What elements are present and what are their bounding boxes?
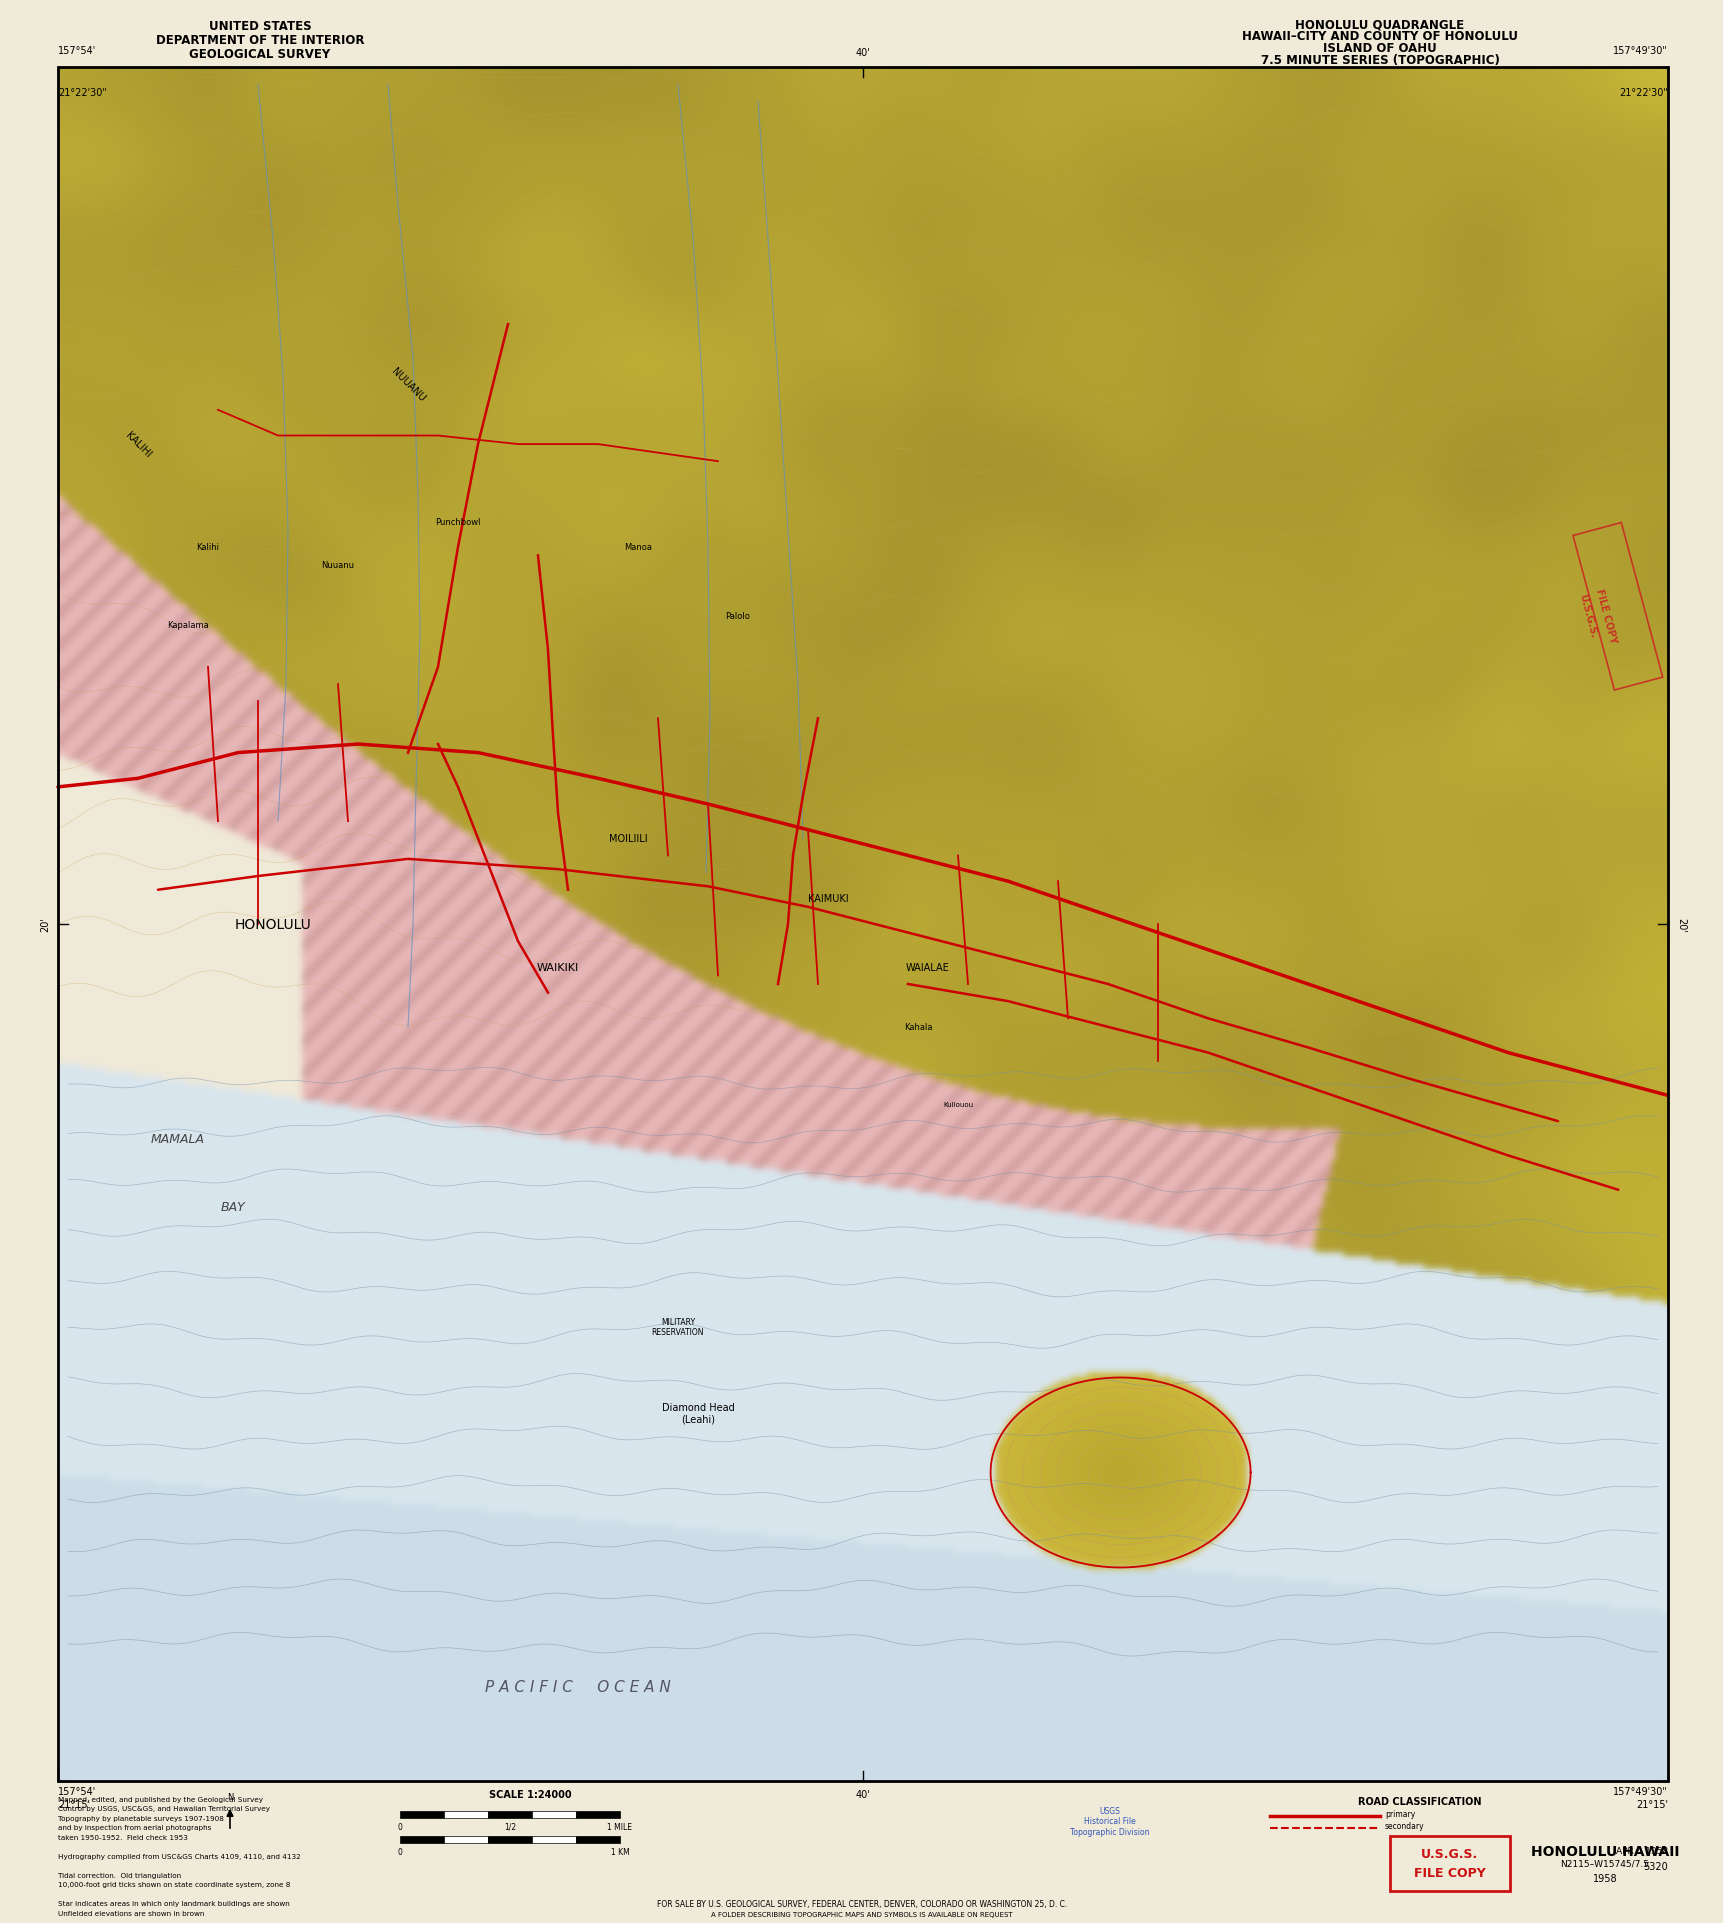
Bar [1571, 523, 1661, 690]
Text: HONOLULU HAWAII: HONOLULU HAWAII [1530, 1844, 1678, 1858]
Text: Hydrography compiled from USC&GS Charts 4109, 4110, and 4132: Hydrography compiled from USC&GS Charts … [59, 1854, 300, 1860]
Text: MILITARY
RESERVATION: MILITARY RESERVATION [651, 1317, 703, 1336]
Text: HONOLULU QUADRANGLE: HONOLULU QUADRANGLE [1294, 17, 1465, 31]
Text: U.S.G.S.: U.S.G.S. [1577, 592, 1597, 638]
Text: 10,000-foot grid ticks shown on state coordinate system, zone 8: 10,000-foot grid ticks shown on state co… [59, 1881, 289, 1888]
Text: Control by USGS, USC&GS, and Hawaiian Territorial Survey: Control by USGS, USC&GS, and Hawaiian Te… [59, 1806, 271, 1811]
Bar [532, 1811, 575, 1817]
Text: Diamond Head
(Leahi): Diamond Head (Leahi) [662, 1402, 734, 1423]
Text: 157°54': 157°54' [59, 46, 96, 56]
Text: 20': 20' [40, 917, 50, 933]
Bar [400, 1836, 445, 1842]
Text: A FOLDER DESCRIBING TOPOGRAPHIC MAPS AND SYMBOLS IS AVAILABLE ON REQUEST: A FOLDER DESCRIBING TOPOGRAPHIC MAPS AND… [712, 1911, 1011, 1917]
Text: 0: 0 [398, 1846, 401, 1856]
Text: MOILIILI: MOILIILI [608, 835, 646, 844]
Bar [1389, 1836, 1509, 1890]
Text: Nuuanu: Nuuanu [320, 560, 355, 569]
Text: Kalihi: Kalihi [196, 542, 219, 552]
Text: 21°22'30": 21°22'30" [1618, 88, 1668, 98]
Text: FILE COPY: FILE COPY [1594, 588, 1618, 644]
Bar [532, 1836, 575, 1842]
Text: 21°15': 21°15' [1635, 1800, 1668, 1810]
Text: Tidal correction.  Old triangulation: Tidal correction. Old triangulation [59, 1871, 181, 1879]
Text: APR 4 1958: APR 4 1958 [1614, 1846, 1668, 1856]
Text: P A C I F I C     O C E A N: P A C I F I C O C E A N [484, 1679, 670, 1694]
Text: 40': 40' [855, 48, 870, 58]
Bar [445, 1836, 488, 1842]
Text: Manoa: Manoa [624, 542, 651, 552]
Text: HONOLULU: HONOLULU [234, 917, 312, 931]
Text: Punchbowl: Punchbowl [434, 517, 481, 527]
Text: 1/2: 1/2 [503, 1823, 515, 1831]
Text: NUUANU: NUUANU [389, 365, 426, 404]
Text: primary: primary [1384, 1810, 1415, 1819]
Text: N: N [227, 1792, 233, 1802]
Text: HAWAII–CITY AND COUNTY OF HONOLULU: HAWAII–CITY AND COUNTY OF HONOLULU [1241, 31, 1518, 42]
Bar [575, 1811, 620, 1817]
Text: U.S.G.S.: U.S.G.S. [1420, 1848, 1478, 1861]
Text: 157°49'30": 157°49'30" [1613, 1786, 1668, 1796]
Text: UNITED STATES: UNITED STATES [208, 19, 312, 33]
Text: 5320: 5320 [1642, 1861, 1668, 1871]
Text: Palolo: Palolo [725, 612, 750, 621]
Text: 21°22'30": 21°22'30" [59, 88, 107, 98]
Text: 40': 40' [855, 1788, 870, 1800]
Text: Kapalama: Kapalama [167, 621, 208, 629]
Text: FILE COPY: FILE COPY [1413, 1867, 1485, 1879]
Text: 157°54': 157°54' [59, 1786, 96, 1796]
Text: Topography by planetable surveys 1907-1908: Topography by planetable surveys 1907-19… [59, 1815, 224, 1821]
Text: USGS
Historical File
Topographic Division: USGS Historical File Topographic Divisio… [1070, 1806, 1149, 1836]
Text: secondary: secondary [1384, 1821, 1423, 1831]
Bar [445, 1811, 488, 1817]
Bar [59, 67, 1668, 1781]
Text: 0: 0 [398, 1823, 401, 1831]
Text: 157°49'30": 157°49'30" [1613, 46, 1668, 56]
Text: 1 MILE: 1 MILE [606, 1823, 632, 1831]
Text: 1958: 1958 [1592, 1873, 1616, 1883]
Text: BAY: BAY [221, 1200, 245, 1213]
Text: KAIMUKI: KAIMUKI [806, 894, 848, 904]
Text: GEOLOGICAL SURVEY: GEOLOGICAL SURVEY [190, 48, 331, 62]
Text: Kuliouou: Kuliouou [942, 1102, 972, 1108]
Text: DEPARTMENT OF THE INTERIOR: DEPARTMENT OF THE INTERIOR [155, 35, 364, 46]
Text: FOR SALE BY U.S. GEOLOGICAL SURVEY, FEDERAL CENTER, DENVER, COLORADO OR WASHINGT: FOR SALE BY U.S. GEOLOGICAL SURVEY, FEDE… [656, 1900, 1067, 1908]
Text: Kahala: Kahala [903, 1023, 932, 1033]
Text: taken 1950-1952.  Field check 1953: taken 1950-1952. Field check 1953 [59, 1835, 188, 1840]
Text: WAIALAE: WAIALAE [906, 962, 949, 973]
Bar [575, 1836, 620, 1842]
Text: ISLAND OF OAHU: ISLAND OF OAHU [1322, 42, 1435, 56]
Text: N2115–W15745/7.5: N2115–W15745/7.5 [1559, 1860, 1649, 1867]
Text: SCALE 1:24000: SCALE 1:24000 [488, 1788, 570, 1800]
Text: Mapped, edited, and published by the Geological Survey: Mapped, edited, and published by the Geo… [59, 1796, 264, 1802]
Bar [488, 1836, 532, 1842]
Text: ROAD CLASSIFICATION: ROAD CLASSIFICATION [1358, 1796, 1480, 1806]
Text: 21°15': 21°15' [59, 1800, 90, 1810]
Text: KALIHI: KALIHI [124, 431, 153, 460]
Text: 20': 20' [1675, 917, 1685, 933]
Text: Star indicates areas in which only landmark buildings are shown: Star indicates areas in which only landm… [59, 1900, 289, 1906]
Text: WAIKIKI: WAIKIKI [536, 962, 579, 973]
Text: Unfielded elevations are shown in brown: Unfielded elevations are shown in brown [59, 1910, 205, 1915]
Bar [400, 1811, 445, 1817]
Bar [488, 1811, 532, 1817]
Bar [59, 67, 1668, 1781]
Text: 7.5 MINUTE SERIES (TOPOGRAPHIC): 7.5 MINUTE SERIES (TOPOGRAPHIC) [1260, 54, 1499, 67]
Text: MAMALA: MAMALA [152, 1133, 205, 1146]
Text: 1 KM: 1 KM [610, 1846, 629, 1856]
Text: and by inspection from aerial photographs: and by inspection from aerial photograph… [59, 1825, 212, 1831]
